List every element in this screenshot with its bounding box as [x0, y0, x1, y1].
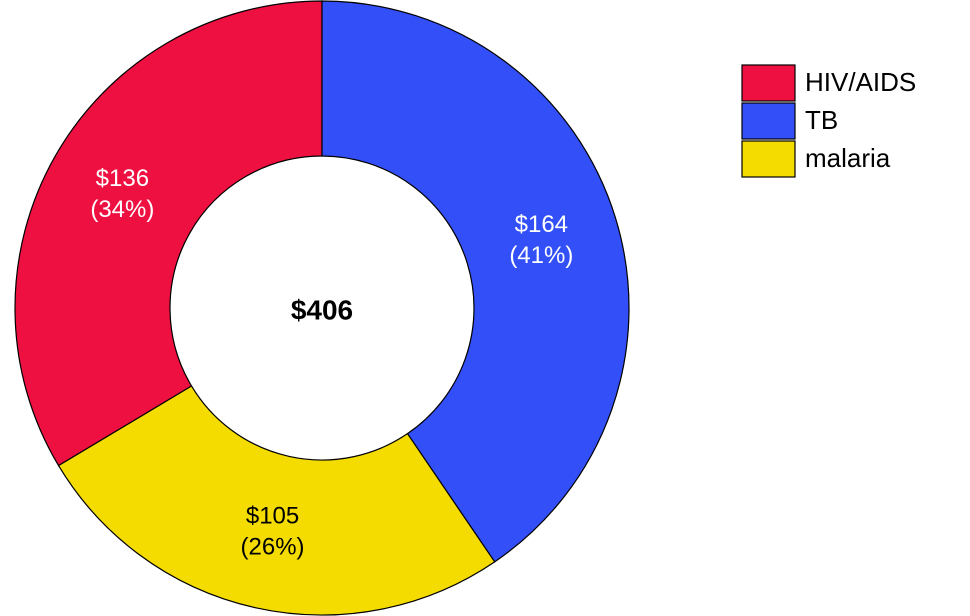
- value-label: $164: [515, 211, 568, 238]
- value-label: $105: [246, 502, 299, 529]
- slice: [321, 0, 630, 563]
- legend: HIV/AIDS TB malaria: [741, 64, 916, 178]
- percent-label: (41%): [509, 242, 573, 269]
- percent-label: (26%): [241, 533, 305, 560]
- legend-label: HIV/AIDS: [805, 67, 916, 97]
- slices: $136 (34%) $164 (41%) $105 (26%): [14, 0, 630, 616]
- legend-label: malaria: [805, 143, 891, 173]
- slice: [57, 385, 496, 616]
- legend-swatch: [741, 140, 796, 178]
- value-label: $136: [96, 165, 149, 192]
- legend-swatch: [741, 102, 796, 140]
- legend-swatch: [741, 64, 796, 102]
- slice: [14, 0, 323, 467]
- legend-label: TB: [805, 105, 838, 135]
- center-label: $406: [291, 294, 353, 325]
- percent-label: (34%): [90, 196, 154, 223]
